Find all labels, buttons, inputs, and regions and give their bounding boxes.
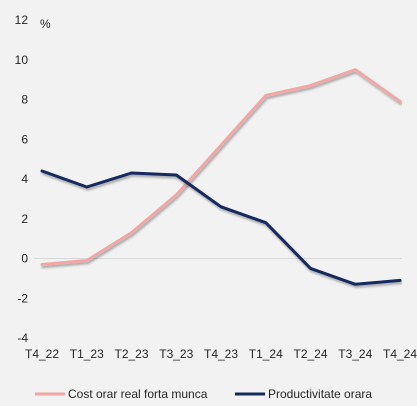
x-tick-label: T4_22	[25, 347, 59, 361]
y-tick-label: 6	[21, 132, 28, 146]
y-tick-label: 4	[21, 172, 28, 186]
legend-label-2: Productivitate orara	[268, 387, 372, 401]
y-tick-label: 8	[21, 93, 28, 107]
x-tick-label: T2_23	[114, 347, 148, 361]
x-tick-label: T1_24	[249, 347, 283, 361]
series-line-2	[40, 169, 402, 286]
y-tick-label: 10	[15, 53, 29, 67]
x-axis: T4_22 T1_23 T2_23 T3_23 T4_23 T1_24 T2_24 T3_24…	[25, 347, 417, 361]
x-tick-label: T4_23	[204, 347, 238, 361]
y-tick-label: 0	[21, 252, 28, 266]
x-tick-label: T4_24	[383, 347, 417, 361]
y-axis-unit: %	[40, 17, 51, 31]
y-tick-label: -4	[17, 331, 28, 345]
legend-label-1: Cost orar real forta munca	[68, 387, 208, 401]
x-tick-label: T1_23	[70, 347, 104, 361]
x-tick-label: T3_23	[159, 347, 193, 361]
y-tick-label: -2	[17, 291, 28, 305]
plot-area	[34, 68, 402, 286]
series-line-1	[40, 68, 402, 266]
legend: Cost orar real forta munca Productivitate…	[35, 387, 372, 401]
x-tick-label: T3_24	[338, 347, 372, 361]
y-tick-label: 12	[15, 13, 29, 27]
x-tick-label: T2_24	[293, 347, 327, 361]
y-tick-label: 2	[21, 212, 28, 226]
y-axis: -4 -2 0 2 4 6 8 10 12%	[15, 13, 51, 345]
